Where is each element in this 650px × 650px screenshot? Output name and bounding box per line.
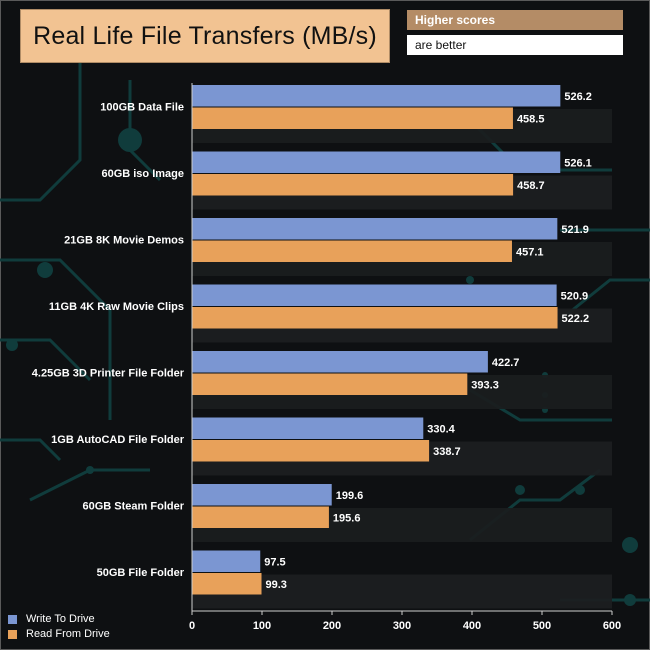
category-label: 11GB 4K Raw Movie Clips (49, 301, 184, 313)
circuit-dot (37, 262, 53, 278)
bar-value-label: 521.9 (561, 224, 589, 236)
x-tick-label: 200 (323, 620, 341, 632)
bar-value-label: 195.6 (333, 512, 361, 524)
x-tick-label: 400 (463, 620, 481, 632)
bar-read (192, 307, 558, 329)
x-tick-label: 600 (603, 620, 621, 632)
bar-write (192, 151, 561, 173)
bar-read (192, 240, 512, 262)
circuit-trace (0, 438, 62, 462)
bar-write (192, 85, 561, 107)
category-label: 60GB iso Image (101, 168, 184, 180)
circuit-dot (515, 485, 525, 495)
bar-value-label: 97.5 (264, 556, 285, 568)
category-label: 21GB 8K Movie Demos (64, 235, 184, 247)
bar-value-label: 330.4 (427, 423, 455, 435)
chart-title: Real Life File Transfers (MB/s) (33, 21, 377, 50)
bar-value-label: 338.7 (433, 446, 461, 458)
bar-write (192, 550, 261, 572)
bar-write (192, 484, 332, 506)
bar-value-label: 393.3 (471, 379, 499, 391)
bar-read (192, 174, 514, 196)
category-band (192, 574, 612, 609)
circuit-dot (6, 339, 18, 351)
circuit-dot (624, 594, 636, 606)
bar-read (192, 573, 262, 595)
legend-label-write: Write To Drive (26, 613, 95, 625)
category-label: 60GB Steam Folder (83, 501, 185, 513)
circuit-dot (622, 537, 638, 553)
bar-read (192, 506, 329, 528)
circuit-dot (575, 485, 585, 495)
category-label: 50GB File Folder (97, 567, 185, 579)
x-tick-label: 500 (533, 620, 551, 632)
category-label: 100GB Data File (100, 102, 184, 114)
bar-value-label: 526.2 (564, 91, 592, 103)
category-label: 1GB AutoCAD File Folder (51, 434, 185, 446)
circuit-trace (0, 338, 92, 382)
bar-write (192, 284, 557, 306)
legend-swatch-write (8, 614, 17, 624)
x-tick-label: 0 (189, 620, 195, 632)
bar-value-label: 199.6 (336, 490, 364, 502)
bar-write (192, 417, 424, 439)
bar-value-label: 458.7 (517, 180, 545, 192)
bar-value-label: 422.7 (492, 357, 520, 369)
x-tick-label: 100 (253, 620, 271, 632)
circuit-dot (118, 128, 142, 152)
category-label: 4.25GB 3D Printer File Folder (32, 368, 185, 380)
legend-label-read: Read From Drive (26, 628, 110, 640)
are-better-note: are better (407, 35, 623, 55)
circuit-dot (86, 466, 94, 474)
circuit-dot (466, 276, 474, 284)
circuit-trace (559, 278, 650, 322)
circuit-trace (29, 468, 150, 502)
category-labels-group: 100GB Data File 60GB iso Image 21GB 8K Mov… (32, 102, 185, 580)
circuit-trace (0, 60, 82, 202)
x-tick-label: 300 (393, 620, 411, 632)
value-labels-group: 526.2 458.5 526.1 458.7 521.9 457.1 520.9 522.2… (264, 91, 592, 591)
bars-group (192, 85, 561, 595)
bar-value-label: 520.9 (561, 290, 589, 302)
higher-scores-note: Higher scores (407, 10, 623, 30)
bar-value-label: 457.1 (516, 246, 544, 258)
bar-value-label: 458.5 (517, 113, 545, 125)
legend: Write To Drive Read From Drive (8, 612, 110, 642)
bar-read (192, 440, 430, 462)
bar-read (192, 373, 468, 395)
bar-value-label: 99.3 (266, 579, 287, 591)
bar-read (192, 107, 513, 129)
circuit-trace (0, 258, 112, 420)
chart-title-box: Real Life File Transfers (MB/s) (20, 9, 390, 63)
bar-write (192, 351, 488, 373)
x-axis: 0 100 200 300 400 500 600 (189, 83, 621, 632)
bar-write (192, 218, 558, 240)
bar-value-label: 526.1 (564, 157, 592, 169)
legend-swatch-read (8, 629, 17, 639)
bar-value-label: 522.2 (562, 313, 590, 325)
legend-item-read: Read From Drive (8, 627, 110, 641)
legend-item-write: Write To Drive (8, 612, 110, 626)
